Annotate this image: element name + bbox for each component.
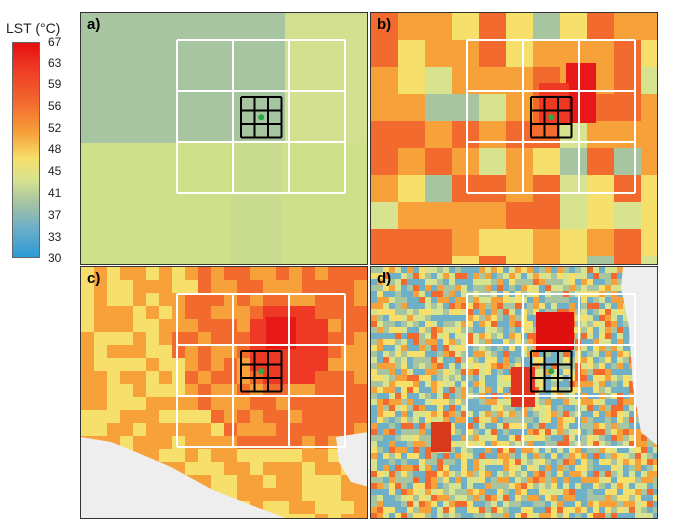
- tick-label: 45: [48, 164, 62, 178]
- tick-label: 59: [48, 77, 62, 91]
- grid-overlay: [466, 293, 636, 448]
- location-point: [548, 114, 555, 121]
- location-point: [258, 368, 265, 375]
- grid-overlay: [176, 293, 346, 448]
- tick-label: 37: [48, 208, 62, 222]
- color-bar: [12, 42, 40, 258]
- panel-label: d): [377, 270, 392, 287]
- tick-label: 63: [48, 56, 62, 70]
- location-point: [258, 114, 265, 121]
- panel-label: a): [87, 16, 101, 33]
- map-overlay-c: [81, 317, 367, 518]
- legend-title: LST (°C): [6, 20, 61, 36]
- panel-b: b): [370, 12, 658, 265]
- location-point: [548, 368, 555, 375]
- tick-label: 56: [48, 99, 62, 113]
- tick-label: 52: [48, 121, 62, 135]
- panel-label: c): [87, 270, 101, 287]
- panel-label: b): [377, 16, 392, 33]
- grid-overlay: [466, 39, 636, 194]
- lst-map-a: [81, 13, 367, 264]
- tick-label: 30: [48, 251, 62, 265]
- tick-label: 48: [48, 142, 62, 156]
- grid-overlay: [176, 39, 346, 194]
- tick-label: 41: [48, 186, 62, 200]
- tick-label: 67: [48, 35, 62, 49]
- tick-label: 33: [48, 230, 62, 244]
- panel-d: d): [370, 266, 658, 519]
- panel-a: a): [80, 12, 368, 265]
- panel-c: c): [80, 266, 368, 519]
